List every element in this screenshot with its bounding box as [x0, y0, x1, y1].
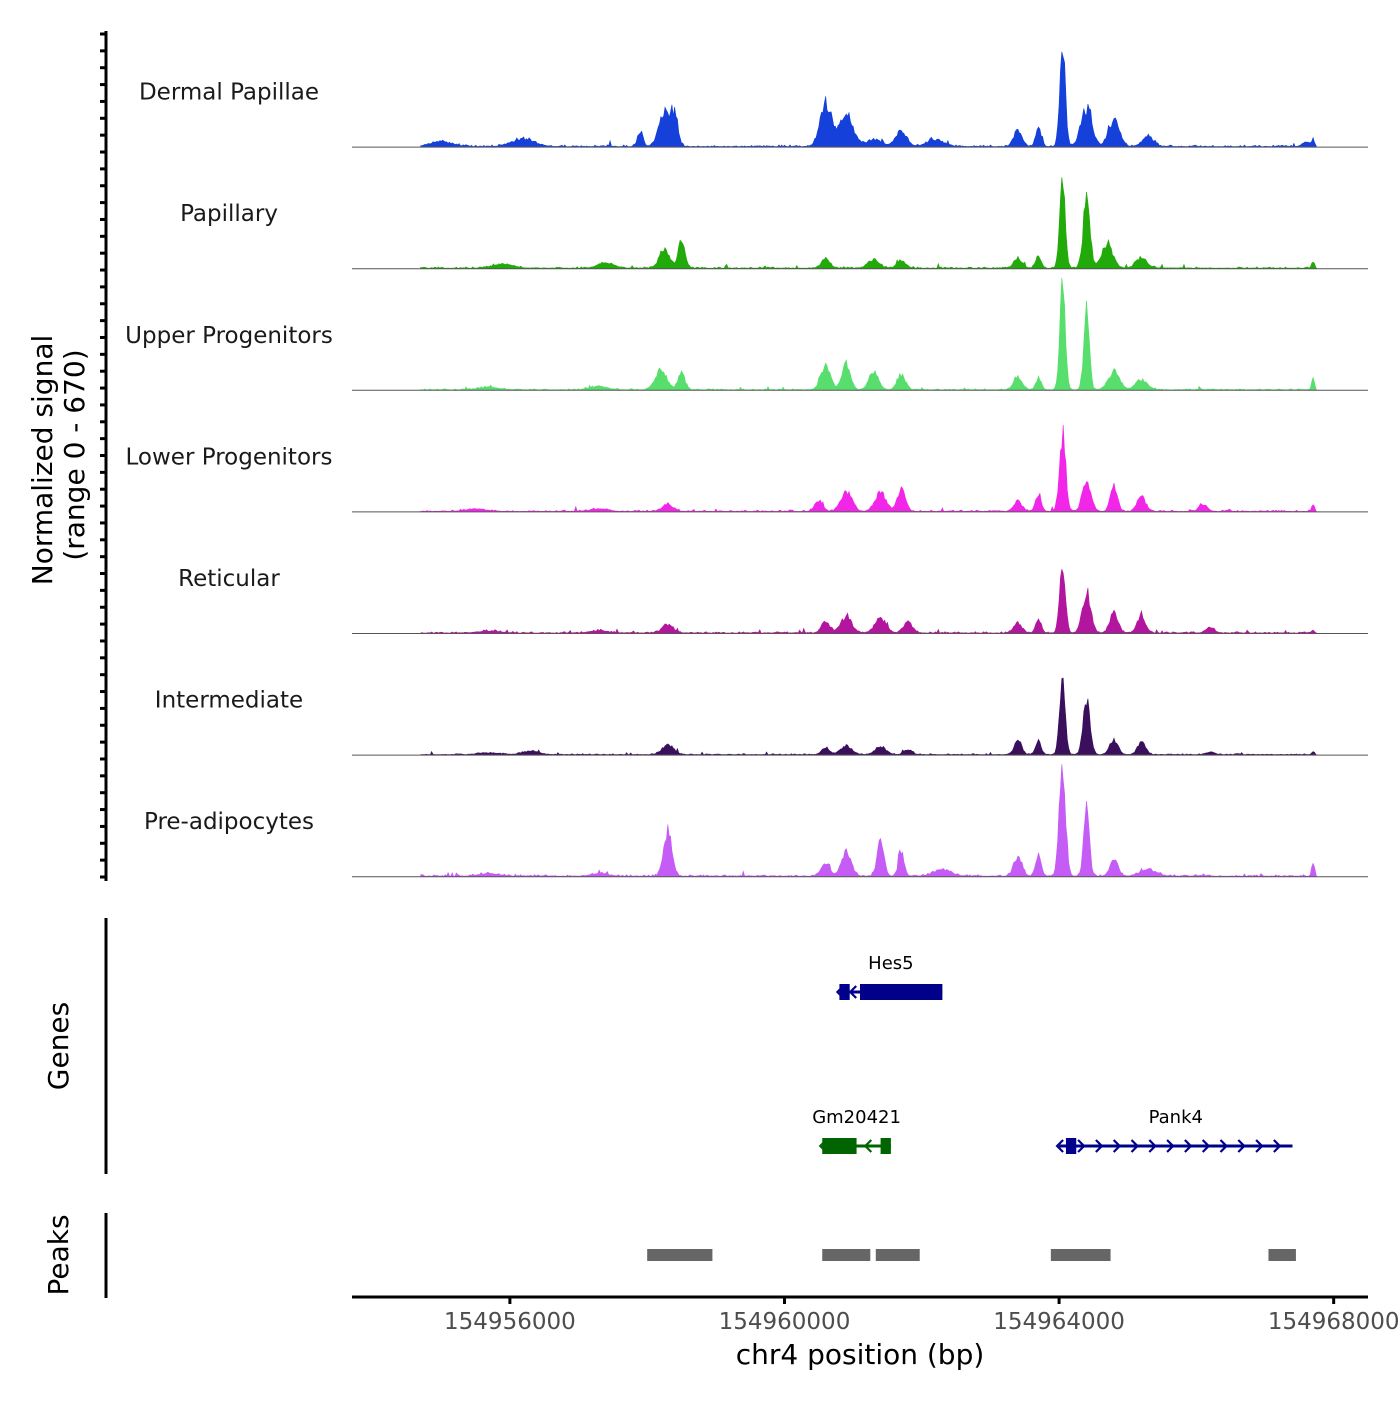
track-label: Pre-adipocytes [144, 809, 314, 835]
track-label: Papillary [180, 201, 278, 227]
gene-exon [822, 1138, 857, 1154]
strand-arrow [1077, 1139, 1086, 1153]
y-axis-title-line2: (range 0 - 670) [58, 349, 91, 560]
gene-track: Hes5 Gm20421 Pank4 [812, 953, 1293, 1154]
track-upper-progenitors: Upper Progenitors [125, 277, 1368, 391]
strand-arrow [1219, 1139, 1229, 1153]
track-label: Lower Progenitors [126, 444, 333, 470]
coverage-tracks: Dermal Papillae Papillary Upper Progenitor… [125, 51, 1368, 878]
coverage-area [420, 51, 1317, 148]
peak-region [647, 1249, 713, 1261]
track-dermal-papillae: Dermal Papillae [139, 51, 1368, 148]
x-tick-label: 154956000 [444, 1309, 576, 1335]
coverage-area [420, 424, 1318, 512]
track-label: Upper Progenitors [125, 323, 333, 349]
track-label: Dermal Papillae [139, 80, 319, 106]
coverage-area [420, 677, 1317, 755]
gene-exon [839, 984, 850, 1000]
x-tick-label: 154968000 [1268, 1309, 1400, 1335]
gene-label: Hes5 [868, 953, 913, 974]
y-axis-title-line1: Normalized signal [26, 335, 59, 586]
strand-arrow [1095, 1139, 1104, 1153]
x-axis-title: chr4 position (bp) [736, 1338, 985, 1371]
coverage-area [420, 177, 1318, 269]
peak-region [822, 1249, 871, 1261]
x-tick-label: 154960000 [719, 1309, 851, 1335]
coverage-area [420, 277, 1317, 391]
gene-label: Gm20421 [812, 1107, 901, 1128]
x-tick-label: 154964000 [993, 1309, 1125, 1335]
strand-arrow [1148, 1139, 1157, 1153]
gene-pank4: Pank4 [1055, 1107, 1293, 1154]
gene-gm20421: Gm20421 [812, 1107, 901, 1154]
peak-region [1050, 1249, 1111, 1261]
track-pre-adipocytes: Pre-adipocytes [144, 764, 1368, 878]
track-reticular: Reticular [178, 566, 1368, 634]
gene-exon [880, 1138, 891, 1154]
strand-arrow [1255, 1139, 1264, 1153]
strand-arrow [863, 1139, 873, 1153]
peak-region [875, 1249, 920, 1261]
strand-arrow [1237, 1139, 1246, 1153]
strand-arrow [848, 985, 857, 999]
strand-arrow [1130, 1139, 1140, 1153]
genes-axis-title: Genes [42, 1002, 75, 1090]
gene-end-cap [835, 985, 845, 999]
gene-end-cap [1055, 1139, 1064, 1153]
coverage-area [420, 569, 1318, 634]
gene-end-cap [818, 1139, 828, 1153]
strand-arrow [1201, 1139, 1211, 1153]
peaks-axis-title: Peaks [42, 1214, 75, 1295]
gene-label: Pank4 [1149, 1107, 1203, 1128]
track-label: Reticular [178, 566, 280, 592]
peak-track [647, 1249, 1296, 1261]
axes: 154956000 154960000 154964000 154968000 [100, 31, 1400, 1335]
strand-arrow [1184, 1139, 1193, 1153]
track-intermediate: Intermediate [155, 677, 1368, 756]
gene-exon [1065, 1138, 1077, 1154]
track-papillary: Papillary [180, 177, 1368, 270]
peak-region [1268, 1249, 1296, 1261]
coverage-area [420, 764, 1317, 877]
strand-arrow [1166, 1139, 1175, 1153]
track-lower-progenitors: Lower Progenitors [126, 424, 1368, 513]
gene-hes5: Hes5 [835, 953, 943, 1000]
strand-arrow [1112, 1139, 1122, 1153]
track-label: Intermediate [155, 688, 303, 714]
gene-exon [860, 984, 943, 1000]
strand-arrow [1273, 1139, 1282, 1153]
